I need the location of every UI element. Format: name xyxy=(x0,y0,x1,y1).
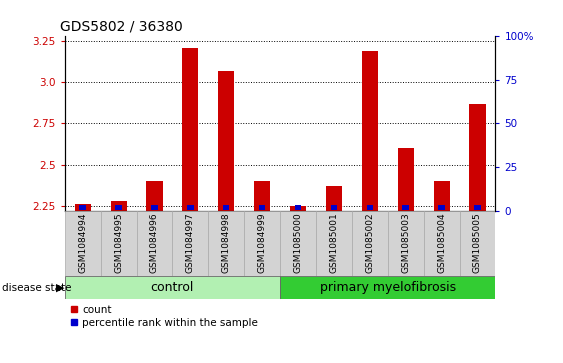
Bar xyxy=(434,181,450,211)
Bar xyxy=(101,211,137,276)
Text: GSM1085005: GSM1085005 xyxy=(473,212,482,273)
Bar xyxy=(208,211,244,276)
Bar xyxy=(137,211,172,276)
Text: primary myelofibrosis: primary myelofibrosis xyxy=(320,281,456,294)
Bar xyxy=(65,211,101,276)
Bar xyxy=(223,205,230,210)
Text: GSM1084994: GSM1084994 xyxy=(78,212,87,273)
Text: control: control xyxy=(151,281,194,294)
Bar xyxy=(403,205,409,210)
Text: disease state: disease state xyxy=(2,283,71,293)
Bar xyxy=(79,205,86,210)
Bar xyxy=(424,211,459,276)
Bar xyxy=(218,71,234,211)
Text: GSM1084996: GSM1084996 xyxy=(150,212,159,273)
Text: GSM1085000: GSM1085000 xyxy=(293,212,302,273)
Text: GSM1085004: GSM1085004 xyxy=(437,212,446,273)
Bar xyxy=(254,181,270,211)
Bar xyxy=(352,211,388,276)
Text: ▶: ▶ xyxy=(56,283,64,293)
Bar xyxy=(326,186,342,211)
Bar xyxy=(295,205,301,210)
Bar xyxy=(182,48,198,211)
Bar xyxy=(146,181,163,211)
Text: GSM1084999: GSM1084999 xyxy=(258,212,267,273)
Text: GSM1085001: GSM1085001 xyxy=(329,212,338,273)
Bar xyxy=(280,276,495,299)
Bar xyxy=(388,211,424,276)
Bar xyxy=(187,205,194,210)
Bar xyxy=(110,201,127,211)
Bar xyxy=(75,204,91,211)
Bar xyxy=(172,211,208,276)
Bar xyxy=(367,205,373,210)
Bar xyxy=(290,205,306,211)
Bar xyxy=(316,211,352,276)
Text: GSM1084998: GSM1084998 xyxy=(222,212,231,273)
Bar xyxy=(459,211,495,276)
Bar xyxy=(244,211,280,276)
Bar xyxy=(362,51,378,211)
Bar xyxy=(280,211,316,276)
Text: GSM1084997: GSM1084997 xyxy=(186,212,195,273)
Bar xyxy=(439,205,445,210)
Bar xyxy=(115,205,122,210)
Bar xyxy=(259,205,265,210)
Text: GSM1084995: GSM1084995 xyxy=(114,212,123,273)
Bar xyxy=(474,205,481,210)
Bar xyxy=(330,205,337,210)
Legend: count, percentile rank within the sample: count, percentile rank within the sample xyxy=(70,305,258,328)
Bar xyxy=(470,104,485,211)
Text: GSM1085002: GSM1085002 xyxy=(365,212,374,273)
Bar xyxy=(65,276,280,299)
Text: GDS5802 / 36380: GDS5802 / 36380 xyxy=(60,20,183,34)
Bar xyxy=(151,205,158,210)
Bar xyxy=(397,148,414,211)
Text: GSM1085003: GSM1085003 xyxy=(401,212,410,273)
